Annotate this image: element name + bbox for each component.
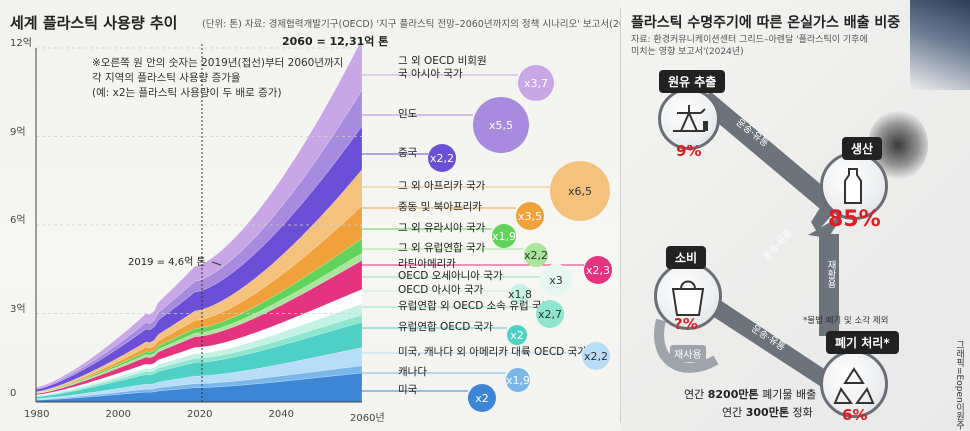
summary-line-2-num: 300만톤: [745, 406, 789, 419]
stage-pct-extraction: 9%: [676, 142, 702, 160]
chart-axes: [35, 47, 362, 403]
growth-bubble: x3,5: [516, 202, 544, 230]
growth-bubble: x2,2: [428, 144, 456, 172]
label-reuse: 재사용: [670, 345, 706, 362]
growth-bubble: x2,3: [584, 256, 612, 284]
growth-bubble: x3,7: [518, 65, 554, 101]
region-label: OECD 오세아니아 국가: [398, 270, 503, 282]
y-tick-label: 0: [10, 388, 17, 399]
growth-note: ※오른쪽 원 안의 숫자는 2019년(접선)부터 2060년까지 각 지역의 …: [92, 56, 343, 101]
production-node: [820, 152, 888, 220]
growth-note-line-1: ※오른쪽 원 안의 숫자는 2019년(접선)부터 2060년까지: [92, 57, 344, 69]
region-label: 유럽연합 외 OECD 소속 유럽 국가: [398, 300, 552, 312]
stage-label-disposal: 폐기 처리*: [826, 331, 899, 354]
y-tick-label: 6억: [10, 215, 26, 226]
lifecycle-title: 플라스틱 수명주기에 따른 온실가스 배출 비중: [631, 15, 901, 31]
sky-image: [910, 0, 970, 90]
x-tick-label: 2040: [268, 409, 294, 420]
lifecycle-source: 자료: 환경커뮤니케이션센터 그리드–아렌달 '플라스틱이 기후에 미치는 영향…: [631, 34, 868, 58]
stage-label-consumption: 소비: [666, 246, 707, 269]
chart-title: 세계 플라스틱 사용량 추이: [10, 14, 178, 32]
region-label: 그 외 OECD 비회원국 아시아 국가: [398, 55, 487, 80]
growth-bubble: x5,5: [473, 97, 529, 153]
region-label: 중국: [398, 147, 418, 159]
plastic-bag-icon: [671, 280, 705, 316]
summary-line-2-post: 정화: [788, 406, 813, 419]
arrow-consumption-to-disposal: [706, 298, 853, 401]
annotation-2019-leader: [211, 261, 222, 266]
growth-bubble: x2: [507, 325, 527, 345]
stage-pct-production: 85%: [828, 207, 881, 232]
arrow-recycle: [819, 234, 839, 336]
region-label: 미국, 캐나다 외 아메리카 대륙 OECD 국가: [398, 346, 587, 358]
growth-bubble: x1,9: [492, 224, 516, 248]
region-label: OECD 아시아 국가: [398, 284, 484, 296]
growth-bubble: x6,5: [550, 161, 610, 221]
source-line-2: 미치는 영향 보고서'(2024년): [631, 47, 744, 57]
stage-pct-consumption: ?%: [674, 315, 698, 333]
region-label: 캐나다: [398, 366, 427, 378]
region-label: 중동 및 북아프리카: [398, 201, 482, 213]
label-recycle: 재활용: [825, 260, 836, 289]
region-label: 인도: [398, 108, 418, 120]
summary-line-1-post: 폐기물 배출: [758, 388, 817, 401]
x-tick-label: 2020: [187, 409, 213, 420]
stage-label-production: 생산: [842, 137, 883, 160]
x-tick-label: 2060년: [350, 413, 385, 424]
annotation-2019: 2019 = 4,6억 톤: [128, 257, 206, 268]
consumption-node: [654, 262, 722, 330]
plastic-bottle-icon: [844, 168, 862, 204]
x-tick-label: 2000: [105, 409, 131, 420]
x-tick-label: 1980: [24, 409, 50, 420]
region-label: 미국: [398, 384, 418, 396]
recycle-icon: [833, 367, 875, 404]
arrow-reuse: [654, 318, 719, 373]
growth-bubble: x2,7: [536, 300, 564, 328]
region-label: 그 외 유럽연합 국가: [398, 242, 486, 254]
growth-bubble: x3: [540, 264, 572, 296]
summary-line-1-num: 8200만톤: [707, 388, 759, 401]
source-line-1: 자료: 환경커뮤니케이션센터 그리드–아렌달 '플라스틱이 기후에: [631, 35, 868, 45]
growth-bubble: x2: [468, 384, 496, 412]
region-label: 그 외 아프리카 국가: [398, 180, 486, 192]
stage-label-extraction: 원유 추출: [659, 70, 726, 93]
lifecycle-diagram: [654, 92, 859, 401]
panel-divider: [620, 8, 621, 423]
region-label: 라틴아메리카: [398, 258, 456, 270]
growth-note-line-2: 각 지역의 플라스틱 사용량 증가율: [92, 72, 241, 84]
growth-bubble: x2,2: [524, 243, 548, 267]
footnote: *불법 폐기 및 소각 제외: [803, 316, 889, 326]
summary-line-2-pre: 연간: [722, 406, 746, 419]
growth-note-line-3: (예: x2는 플라스틱 사용량이 두 배로 증가): [92, 87, 282, 99]
annotation-2060: 2060 = 12,31억 톤: [282, 35, 389, 48]
area-chart: [35, 38, 584, 403]
region-label: 그 외 유라시아 국가: [398, 222, 486, 234]
growth-bubble: x1,9: [506, 368, 530, 392]
extraction-node: [658, 88, 720, 150]
growth-bubble: x2,2: [582, 342, 610, 370]
chart-subtitle: (단위: 톤) 자료: 경제협력개발기구(OECD) '지구 플라스틱 전망–2…: [202, 19, 650, 30]
summary-line-2: 연간 300만톤 정화: [722, 404, 813, 420]
y-tick-label: 9억: [10, 126, 26, 138]
y-tick-label: 3억: [10, 303, 26, 315]
oil-pump-icon: [673, 105, 708, 132]
stage-pct-disposal: 6%: [842, 406, 868, 424]
arrow-extraction-to-production: [694, 92, 842, 213]
growth-bubble: x1,8: [508, 284, 532, 304]
summary-line-1: 연간 8200만톤 폐기물 배출: [684, 386, 816, 402]
summary-line-1-pre: 연간: [684, 388, 708, 401]
graphic-credit: 그래픽=Eopen이원주: [954, 340, 964, 430]
region-label: 유럽연합 OECD 국가: [398, 321, 493, 333]
leader-lines: [362, 74, 584, 392]
arrow-head-consumption: [808, 214, 844, 238]
y-tick-label: 12억: [10, 38, 32, 49]
